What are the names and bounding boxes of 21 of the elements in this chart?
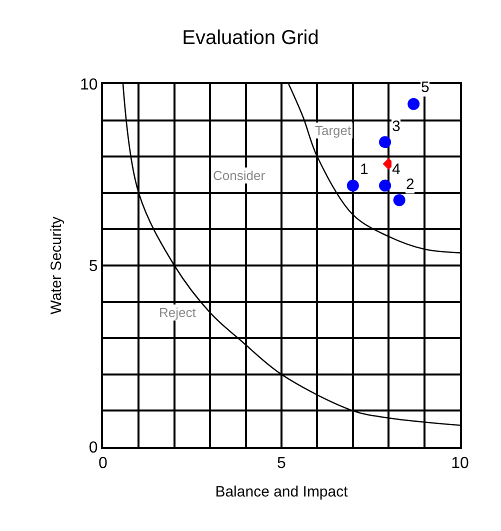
point (379, 136, 392, 148)
point (393, 194, 406, 206)
annotation: Consider (213, 168, 266, 183)
chart-title: Evaluation Grid (182, 27, 319, 50)
annotation: 1 (360, 161, 368, 178)
point (408, 98, 420, 110)
annotation: Target (315, 123, 352, 138)
annotation: Reject (159, 305, 196, 320)
annotation: 4 (392, 161, 400, 178)
point (379, 180, 392, 192)
annotation: 2 (406, 176, 414, 193)
annotation: 5 (421, 79, 430, 96)
x-axis-title: Balance and Impact (215, 484, 349, 501)
x-tick-label: 10 (451, 455, 469, 472)
y-tick-label: 10 (80, 76, 98, 94)
annotation: 3 (392, 118, 400, 135)
y-axis-title: Water Security (48, 216, 65, 314)
y-tick-label: 5 (88, 258, 98, 276)
y-tick-label: 0 (88, 440, 98, 457)
x-tick-label: 5 (277, 455, 286, 472)
point (346, 180, 359, 192)
